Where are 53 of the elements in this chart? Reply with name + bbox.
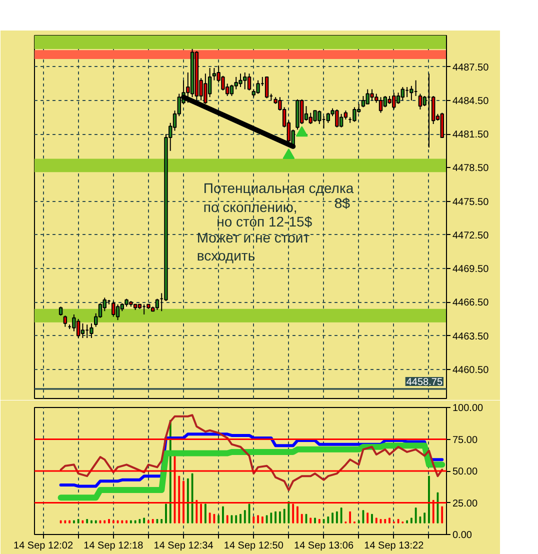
candlestick bbox=[63, 315, 68, 328]
y-tick-label: 4478.50 bbox=[452, 163, 490, 174]
candlestick bbox=[80, 322, 85, 338]
annotation: Потенциальная сделка bbox=[203, 180, 354, 196]
y-tick-label: 4481.50 bbox=[452, 130, 490, 141]
y-tick-label: 4475.50 bbox=[452, 196, 490, 208]
annotation: по скоплению, bbox=[203, 198, 298, 215]
candlestick bbox=[247, 73, 252, 91]
y-tick-label: 0.00 bbox=[452, 530, 472, 541]
candlestick bbox=[90, 322, 94, 338]
candlestick bbox=[326, 112, 330, 124]
candlestick bbox=[112, 300, 116, 318]
y-tick-label: 4484.50 bbox=[452, 96, 490, 107]
ref-line-label: 4458.75 bbox=[406, 376, 443, 388]
candlestick bbox=[378, 96, 383, 114]
x-tick-label: 14 Sep 12:02 bbox=[14, 540, 74, 552]
annotation: но стоп 12-15$ bbox=[216, 214, 312, 230]
candlestick bbox=[422, 96, 426, 107]
y-tick-label: 4463.50 bbox=[452, 331, 490, 342]
y-tick-label: 25.00 bbox=[452, 498, 478, 510]
candlestick bbox=[212, 67, 216, 81]
candlestick bbox=[410, 85, 414, 101]
x-tick-label: 14 Sep 12:50 bbox=[224, 540, 284, 552]
x-tick-label: 14 Sep 12:18 bbox=[84, 540, 144, 552]
x-tick-label: 14 Sep 13:22 bbox=[364, 540, 424, 552]
y-tick-label: 4472.50 bbox=[452, 230, 490, 242]
y-tick-label: 4466.50 bbox=[452, 298, 490, 309]
candlestick bbox=[230, 84, 234, 96]
candlestick bbox=[264, 76, 269, 99]
candlestick bbox=[396, 92, 400, 104]
annotation: 8$ bbox=[334, 194, 350, 211]
candlestick bbox=[440, 112, 444, 138]
candlestick bbox=[352, 106, 356, 122]
candlestick bbox=[431, 96, 436, 125]
y-tick-label: 100.00 bbox=[452, 403, 484, 414]
candlestick bbox=[116, 304, 120, 321]
candlestick bbox=[256, 80, 260, 94]
x-tick-label: 14 Sep 12:34 bbox=[154, 540, 214, 552]
y-tick-label: 4487.50 bbox=[452, 62, 490, 74]
candlestick bbox=[238, 73, 242, 88]
candlestick bbox=[76, 318, 80, 338]
y-tick-label: 50.00 bbox=[452, 466, 478, 478]
x-tick-label: 14 Sep 13:06 bbox=[294, 540, 354, 552]
candlestick bbox=[155, 298, 160, 310]
annotation: Может и не стоит bbox=[196, 230, 310, 246]
candlestick bbox=[361, 96, 366, 108]
candlestick bbox=[400, 86, 405, 101]
candlestick bbox=[339, 113, 344, 128]
candlestick bbox=[418, 93, 422, 110]
y-tick-label: 4460.50 bbox=[452, 364, 490, 376]
y-tick-label: 75.00 bbox=[452, 434, 478, 446]
y-tick-label: 4469.50 bbox=[452, 264, 490, 276]
annotation: всходить bbox=[196, 247, 256, 264]
